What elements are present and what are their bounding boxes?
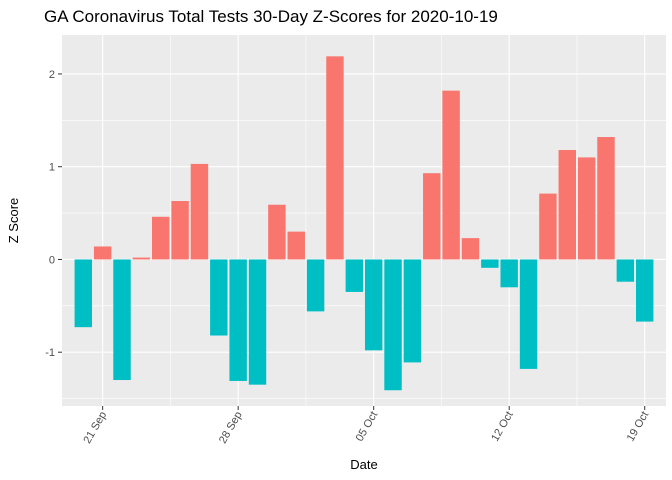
bar-2020-10-04	[345, 259, 364, 292]
bar-2020-09-25	[171, 201, 189, 260]
bar-2020-10-07	[403, 259, 422, 363]
y-axis: -1 0 1 2	[45, 69, 62, 359]
y-tick-label: 2	[49, 69, 55, 81]
bar-2020-10-05	[364, 259, 383, 351]
x-tick-label: 05 Oct	[354, 410, 381, 444]
bar-2020-09-22	[113, 259, 131, 381]
bar-2020-10-12	[500, 259, 518, 288]
bar-2020-09-26	[190, 163, 209, 260]
bar-2020-10-03	[326, 56, 344, 260]
bar-2020-09-21	[93, 246, 112, 260]
bar-2020-10-18	[616, 259, 635, 282]
y-axis-title: Z Score	[6, 198, 21, 244]
bar-2020-09-30	[268, 204, 286, 260]
bar-2020-10-16	[577, 157, 596, 260]
bar-2020-10-09	[442, 90, 460, 260]
bar-2020-10-01	[287, 231, 305, 260]
x-axis: 21 Sep 28 Sep 05 Oct 12 Oct 19 Oct	[81, 406, 651, 446]
bar-2020-10-17	[597, 137, 615, 260]
bar-2020-10-11	[481, 259, 499, 268]
bar-2020-10-13	[519, 259, 538, 369]
bar-2020-10-02	[306, 259, 325, 312]
bar-2020-10-08	[423, 173, 441, 260]
y-tick-label: 0	[49, 254, 55, 266]
bar-2020-09-29	[248, 259, 267, 385]
bars	[74, 56, 654, 391]
bar-2020-09-24	[152, 216, 170, 260]
bar-2020-10-15	[558, 150, 576, 260]
x-tick-label: 12 Oct	[489, 410, 516, 444]
bar-2020-09-27	[210, 259, 228, 336]
minor-gridlines	[62, 35, 666, 406]
y-tick-label: 1	[49, 162, 55, 174]
bar-2020-10-06	[384, 259, 402, 391]
x-tick-label: 28 Sep	[217, 410, 245, 446]
chart-title: GA Coronavirus Total Tests 30-Day Z-Scor…	[44, 7, 498, 26]
bar-2020-10-14	[539, 193, 557, 260]
bar-2020-09-20	[74, 259, 93, 328]
x-tick-label: 21 Sep	[81, 410, 109, 446]
bar-2020-09-23	[132, 257, 151, 260]
x-tick-label: 19 Oct	[625, 410, 652, 444]
y-tick-label: -1	[45, 347, 55, 359]
bar-2020-10-19	[635, 259, 654, 322]
bar-2020-10-10	[461, 238, 480, 260]
bar-2020-09-28	[229, 259, 247, 381]
x-axis-title: Date	[350, 457, 377, 472]
